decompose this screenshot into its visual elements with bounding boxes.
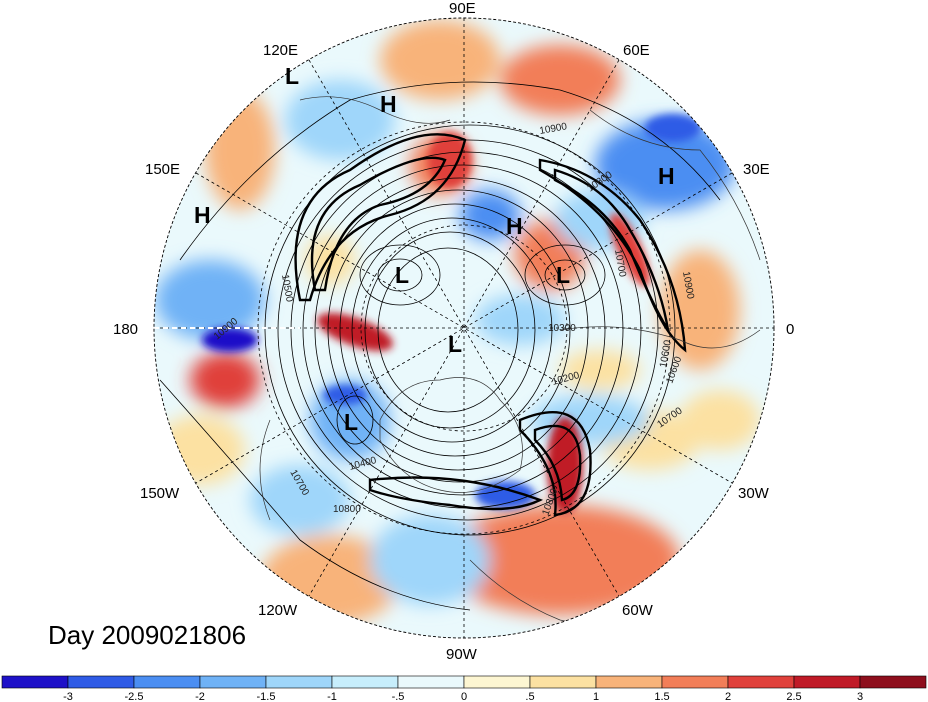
colorbar-tick-label: 3 bbox=[857, 691, 863, 702]
high-marker: H bbox=[194, 202, 211, 228]
height-contours bbox=[159, 81, 721, 611]
colorbar-tick-label: 2.5 bbox=[786, 691, 801, 702]
contour-label: 10600 bbox=[658, 339, 674, 369]
colorbar-swatch bbox=[199, 675, 267, 689]
lon-label: 30E bbox=[743, 161, 770, 178]
contour-label: 10900 bbox=[539, 121, 569, 137]
colorbar-tick-label: 1 bbox=[593, 691, 599, 702]
colorbar-swatch bbox=[859, 675, 927, 689]
colorbar-tick-label: -1.5 bbox=[257, 691, 276, 702]
colorbar-tick-label: -1 bbox=[327, 691, 337, 702]
colorbar-swatch bbox=[463, 675, 531, 689]
colorbar-swatch bbox=[67, 675, 135, 689]
colorbar-tick-label: 2 bbox=[725, 691, 731, 702]
high-marker: H bbox=[506, 213, 523, 239]
colorbar-tick-label: 0 bbox=[461, 691, 467, 702]
colorbar-swatch bbox=[793, 675, 861, 689]
contour-label: 10700 bbox=[612, 249, 628, 279]
colorbar-swatch bbox=[727, 675, 795, 689]
lon-label: 150W bbox=[140, 485, 180, 502]
lon-label: 30W bbox=[738, 485, 770, 502]
coastlines bbox=[259, 96, 761, 623]
colorbar-swatch bbox=[397, 675, 465, 689]
lon-label: 120W bbox=[258, 602, 298, 619]
high-marker: H bbox=[380, 91, 397, 117]
day-title: Day 2009021806 bbox=[48, 620, 246, 650]
low-marker: L bbox=[448, 331, 462, 357]
lon-label: 90W bbox=[446, 646, 478, 663]
colorbar-swatch bbox=[331, 675, 399, 689]
map-boundary bbox=[153, 17, 775, 639]
low-marker: L bbox=[556, 262, 570, 288]
colorbar-tick-label: -2.5 bbox=[125, 691, 144, 702]
contour-label: 10500 bbox=[279, 274, 295, 304]
colorbar: -3 -2.5 -2 -1.5 -1 -.5 0 .5 1 1.5 2 2.5 3 bbox=[1, 675, 927, 702]
low-marker: L bbox=[395, 262, 409, 288]
colorbar-tick-label: .5 bbox=[525, 691, 534, 702]
colorbar-tick-label: -2 bbox=[195, 691, 205, 702]
longitude-labels: 90E 60E 30E 0 30W 60W 90W 120W 150W 180 … bbox=[113, 0, 794, 663]
colorbar-tick-label: -3 bbox=[63, 691, 73, 702]
low-marker: L bbox=[285, 63, 299, 89]
colorbar-swatch bbox=[1, 675, 69, 689]
low-marker: L bbox=[344, 409, 358, 435]
lon-label: 180 bbox=[113, 321, 138, 338]
colorbar-swatch bbox=[265, 675, 333, 689]
pressure-systems: H L H H H L L L L bbox=[194, 63, 675, 435]
lon-label: 150E bbox=[145, 161, 180, 178]
contour-label: 10800 bbox=[333, 504, 361, 515]
contour-label: 10900 bbox=[680, 271, 696, 301]
lon-label: 60W bbox=[622, 602, 654, 619]
colorbar-swatch bbox=[529, 675, 597, 689]
jet-isotachs bbox=[294, 133, 687, 517]
lon-label: 0 bbox=[786, 321, 794, 338]
colorbar-swatch bbox=[595, 675, 663, 689]
contour-label: 10300 bbox=[548, 323, 576, 334]
high-marker: H bbox=[658, 163, 675, 189]
lon-label: 60E bbox=[623, 42, 650, 59]
colorbar-swatch bbox=[133, 675, 201, 689]
lon-label: 90E bbox=[449, 0, 476, 17]
colorbar-swatch bbox=[661, 675, 729, 689]
colorbar-tick-label: -.5 bbox=[392, 691, 405, 702]
lon-label: 120E bbox=[263, 42, 298, 59]
colorbar-tick-label: 1.5 bbox=[654, 691, 669, 702]
